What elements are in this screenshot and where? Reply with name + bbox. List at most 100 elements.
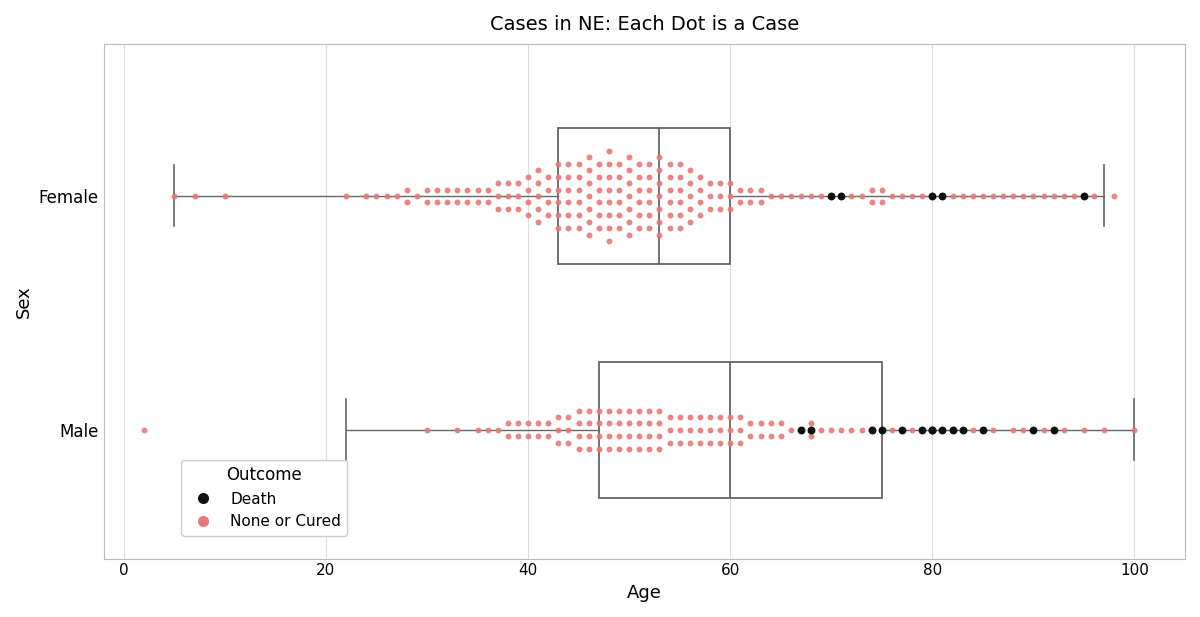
Point (377, 191, 396, 201)
Point (832, 191, 851, 201)
Point (650, 204, 670, 213)
Point (457, 184, 476, 194)
Point (448, 184, 467, 194)
Point (1044, 425, 1063, 435)
Point (690, 425, 709, 435)
Point (448, 425, 467, 435)
Point (438, 184, 457, 194)
Point (589, 172, 608, 181)
Point (599, 210, 618, 220)
Point (407, 191, 426, 201)
Point (660, 438, 679, 448)
Point (740, 184, 760, 194)
Point (690, 438, 709, 448)
Point (599, 223, 618, 233)
Point (740, 197, 760, 207)
Point (710, 178, 730, 188)
Point (701, 412, 720, 422)
Point (599, 197, 618, 207)
Point (710, 412, 730, 422)
Point (923, 425, 942, 435)
Point (580, 418, 599, 428)
Point (630, 184, 649, 194)
Point (720, 438, 739, 448)
Point (528, 204, 547, 213)
Point (589, 223, 608, 233)
Point (599, 236, 618, 246)
Point (559, 438, 578, 448)
Point (772, 431, 791, 441)
Point (670, 412, 689, 422)
Point (1034, 191, 1054, 201)
Point (580, 444, 599, 454)
Point (528, 191, 547, 201)
Point (660, 412, 679, 422)
Point (913, 425, 932, 435)
Point (822, 191, 841, 201)
Point (336, 191, 355, 201)
Point (720, 178, 739, 188)
Point (548, 172, 568, 181)
Point (630, 418, 649, 428)
Point (640, 405, 659, 415)
Point (539, 172, 558, 181)
Point (580, 191, 599, 201)
Point (619, 431, 638, 441)
Point (720, 425, 739, 435)
Point (528, 431, 547, 441)
Point (559, 172, 578, 181)
Point (690, 210, 709, 220)
Point (580, 217, 599, 226)
Point (640, 172, 659, 181)
Point (923, 425, 942, 435)
Point (498, 204, 517, 213)
Point (528, 418, 547, 428)
Point (670, 197, 689, 207)
Point (478, 184, 497, 194)
Point (893, 191, 912, 201)
Point (509, 178, 528, 188)
Point (822, 191, 841, 201)
Point (589, 431, 608, 441)
Point (872, 425, 892, 435)
Point (882, 425, 901, 435)
Point (862, 184, 881, 194)
Point (640, 197, 659, 207)
Point (580, 230, 599, 239)
Point (761, 418, 780, 428)
Point (670, 223, 689, 233)
Point (943, 191, 962, 201)
Point (791, 425, 810, 435)
Point (468, 197, 487, 207)
Point (610, 405, 629, 415)
Point (973, 425, 992, 435)
Point (872, 425, 892, 435)
Point (680, 165, 700, 175)
Point (528, 165, 547, 175)
Point (680, 191, 700, 201)
Point (862, 425, 881, 435)
Point (680, 178, 700, 188)
Point (650, 152, 670, 162)
Point (660, 223, 679, 233)
Point (953, 191, 972, 201)
Point (518, 431, 538, 441)
Point (397, 197, 416, 207)
Point (569, 431, 588, 441)
Point (973, 425, 992, 435)
Point (559, 184, 578, 194)
Point (580, 178, 599, 188)
Point (478, 425, 497, 435)
Point (569, 184, 588, 194)
Point (964, 191, 983, 201)
Point (1124, 425, 1144, 435)
Point (640, 184, 659, 194)
Point (670, 438, 689, 448)
Point (791, 191, 810, 201)
Point (164, 191, 184, 201)
Point (610, 444, 629, 454)
Point (589, 184, 608, 194)
Y-axis label: Sex: Sex (14, 285, 34, 318)
Point (670, 172, 689, 181)
Point (215, 191, 234, 201)
